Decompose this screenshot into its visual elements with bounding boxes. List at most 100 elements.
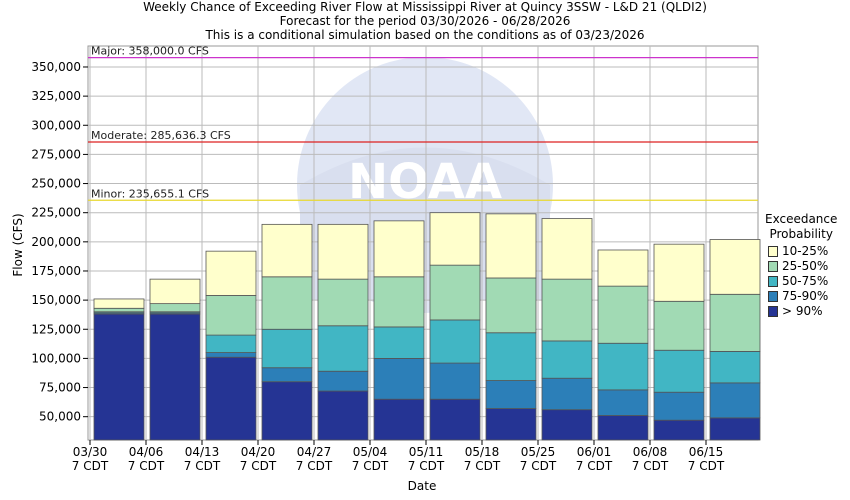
legend-swatch <box>768 306 778 317</box>
y-tick-label: 175,000 <box>31 264 81 278</box>
bar-segment <box>149 278 201 305</box>
x-tick-label: 06/01 <box>577 445 612 459</box>
legend-item-25-50: 25-50% <box>768 259 837 274</box>
bar-segment <box>317 278 369 327</box>
simulation-note: This is a conditional simulation based o… <box>205 28 645 42</box>
bar-segment <box>93 298 145 309</box>
x-tick-label-tz: 7 CDT <box>632 459 669 473</box>
bar-segment <box>653 300 705 351</box>
bar-segment <box>373 358 425 400</box>
y-tick-label: 350,000 <box>31 60 81 74</box>
bar-segment <box>149 303 201 313</box>
legend-swatch <box>768 276 778 287</box>
bar-segment <box>653 391 705 421</box>
threshold-label: Minor: 235,655.1 CFS <box>91 187 209 200</box>
bar-segment <box>317 325 369 372</box>
bar-segment <box>373 276 425 328</box>
legend-swatch <box>768 246 778 257</box>
y-tick-label: 250,000 <box>31 177 81 191</box>
y-tick-label: 50,000 <box>39 410 81 424</box>
legend-title: Exceedance Probability <box>765 212 837 242</box>
forecast-period: Forecast for the period 03/30/2026 - 06/… <box>279 14 571 28</box>
bar-segment <box>597 285 649 344</box>
bar-segment <box>373 398 425 441</box>
x-tick-label-tz: 7 CDT <box>520 459 557 473</box>
legend-item-50-75: 50-75% <box>768 274 837 289</box>
x-tick-label: 05/18 <box>465 445 500 459</box>
x-tick-label: 04/27 <box>297 445 332 459</box>
x-tick-label: 06/15 <box>689 445 724 459</box>
legend-item-10-25: 10-25% <box>768 244 837 259</box>
bar-segment <box>205 356 257 441</box>
bar-segment <box>597 415 649 441</box>
y-tick-label: 325,000 <box>31 89 81 103</box>
chart-title: Weekly Chance of Exceeding River Flow at… <box>143 0 707 14</box>
bar-segment <box>541 218 593 280</box>
y-tick-label: 200,000 <box>31 235 81 249</box>
x-tick-label-tz: 7 CDT <box>240 459 277 473</box>
y-tick-label: 300,000 <box>31 118 81 132</box>
bar-segment <box>541 340 593 379</box>
bar-segment <box>541 409 593 441</box>
bar-segment <box>709 239 761 295</box>
bar-segment <box>653 349 705 393</box>
legend-label: 50-75% <box>782 274 829 288</box>
chart-header: Weekly Chance of Exceeding River Flow at… <box>0 0 850 42</box>
x-tick-label: 03/30 <box>73 445 108 459</box>
bar-segment <box>205 295 257 336</box>
bar-segment <box>485 332 537 381</box>
bar-segment <box>317 390 369 441</box>
bar-segment <box>653 419 705 441</box>
bar-segment <box>541 377 593 411</box>
bar-segment <box>205 352 257 358</box>
bar-segment <box>653 243 705 302</box>
bar-segment <box>261 328 313 369</box>
x-tick-label-tz: 7 CDT <box>352 459 389 473</box>
legend: Exceedance Probability 10-25% 25-50% 50-… <box>765 212 837 319</box>
legend-item-gt-90: > 90% <box>768 304 837 319</box>
y-tick-label: 125,000 <box>31 322 81 336</box>
bar-segment <box>93 313 145 441</box>
bar-segment <box>709 293 761 352</box>
bar-segment <box>541 278 593 342</box>
bar-segment <box>429 212 481 266</box>
legend-swatch <box>768 261 778 272</box>
threshold-lines: Major: 358,000.0 CFS Moderate: 285,636.3 … <box>88 45 758 201</box>
bar-segment <box>485 380 537 409</box>
legend-title-line1: Exceedance <box>765 212 838 226</box>
legend-title-line2: Probability <box>769 227 833 241</box>
legend-label: 10-25% <box>782 244 829 258</box>
axes: 50,000 75,000 100,000 125,000 150,000 175,000… <box>31 60 724 473</box>
bar-segment <box>485 408 537 441</box>
bar-segment <box>429 264 481 321</box>
bars <box>93 212 761 441</box>
legend-label: 75-90% <box>782 289 829 303</box>
bar-segment <box>261 367 313 383</box>
bar-segment <box>261 381 313 441</box>
bar-segment <box>429 362 481 400</box>
x-tick-label-tz: 7 CDT <box>72 459 109 473</box>
bar-segment <box>261 276 313 330</box>
x-tick-label: 05/04 <box>353 445 388 459</box>
bar-segment <box>149 313 201 441</box>
bar-segment <box>93 307 145 313</box>
legend-item-75-90: 75-90% <box>768 289 837 304</box>
x-tick-label-tz: 7 CDT <box>576 459 613 473</box>
bar-segment <box>485 213 537 279</box>
x-axis-label: Date <box>408 479 437 493</box>
x-tick-label-tz: 7 CDT <box>408 459 445 473</box>
x-tick-label-tz: 7 CDT <box>184 459 221 473</box>
bar-segment <box>261 223 313 278</box>
y-tick-label: 225,000 <box>31 206 81 220</box>
x-tick-label: 04/13 <box>185 445 220 459</box>
y-axis-label: Flow (CFS) <box>11 213 25 276</box>
legend-label: > 90% <box>782 304 823 318</box>
legend-label: 25-50% <box>782 259 829 273</box>
y-tick-label: 75,000 <box>39 381 81 395</box>
x-tick-label-tz: 7 CDT <box>128 459 165 473</box>
bar-segment <box>317 223 369 280</box>
bar-segment <box>429 398 481 441</box>
legend-swatch <box>768 291 778 302</box>
threshold-label: Major: 358,000.0 CFS <box>91 45 209 58</box>
